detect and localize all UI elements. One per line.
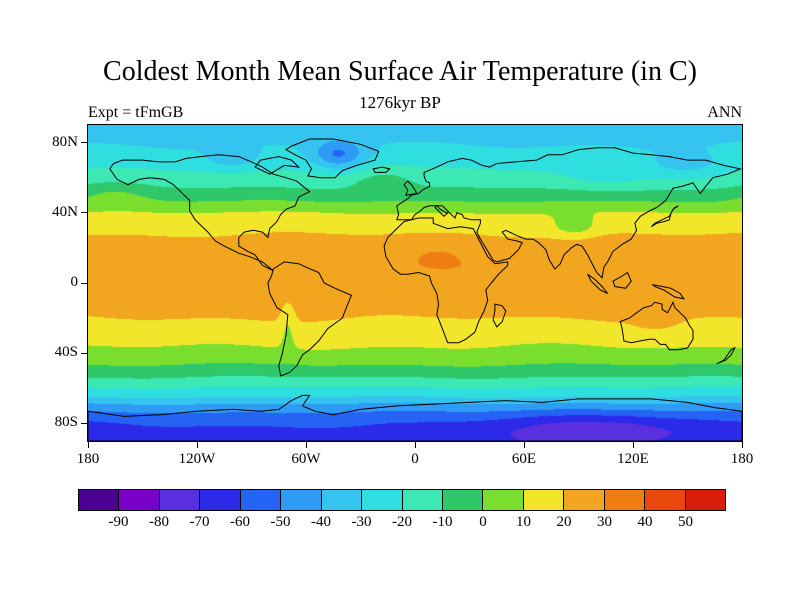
lat-tick-label: 0 (70, 274, 79, 290)
colorbar-segment (401, 489, 443, 511)
lat-tick-mark (81, 422, 87, 424)
colorbar-tick-label: -80 (149, 514, 169, 530)
colorbar-segment (482, 489, 524, 511)
lon-tick-mark (741, 442, 743, 448)
lat-tick-label: 80N (52, 133, 78, 150)
lon-tick-mark (632, 442, 634, 448)
lon-tick-mark (196, 442, 198, 448)
lon-tick-mark (414, 442, 416, 448)
colorbar-segment (199, 489, 241, 511)
colorbar-tick-label: 30 (597, 514, 612, 530)
lon-tick-label: 120E (617, 451, 649, 467)
lon-tick-mark (523, 442, 525, 448)
chart-title: Coldest Month Mean Surface Air Temperatu… (103, 56, 697, 87)
colorbar-tick-label: -90 (108, 514, 129, 530)
colorbar-segment (118, 489, 160, 511)
colorbar-segment (684, 489, 726, 511)
lat-tick-mark (81, 282, 87, 284)
lon-tick-mark (87, 442, 89, 448)
lon-tick-label: 60W (291, 451, 321, 467)
colorbar-tick-label: 10 (516, 514, 531, 530)
colorbar-segment (441, 489, 484, 511)
lat-tick-label: 80S (54, 414, 78, 431)
lon-tick-label: 0 (411, 451, 419, 467)
colorbar-tick-label: -10 (432, 514, 453, 530)
colorbar-tick-label: -50 (270, 514, 291, 530)
colorbar (78, 489, 726, 511)
colorbar-segment (78, 489, 120, 511)
lon-tick-label: 180 (76, 451, 100, 467)
colorbar-segment (522, 489, 565, 511)
colorbar-tick-label: -20 (392, 514, 412, 530)
chart-subtitle: 1276kyr BP (359, 93, 441, 112)
colorbar-segment (158, 489, 201, 511)
colorbar-tick-label: -60 (230, 514, 250, 530)
lon-tick-label: 180 (730, 451, 754, 467)
colorbar-tick-label: 40 (637, 514, 653, 530)
experiment-label: Expt = tFmGB (88, 104, 184, 121)
season-label: ANN (707, 104, 742, 121)
colorbar-tick-label: 0 (479, 514, 487, 530)
lat-tick-label: 40S (54, 344, 78, 361)
lon-tick-label: 120W (178, 451, 216, 467)
map-plot-area (87, 124, 743, 442)
lat-tick-mark (81, 352, 87, 354)
colorbar-segment (603, 489, 646, 511)
colorbar-tick-label: -40 (311, 514, 331, 530)
temperature-field-canvas (88, 125, 742, 441)
lat-tick-mark (81, 142, 87, 144)
coastlines-overlay (88, 138, 742, 441)
colorbar-tick-label: 20 (556, 514, 572, 530)
colorbar-segment (644, 489, 686, 511)
lon-tick-mark (305, 442, 307, 448)
colorbar-segment (239, 489, 282, 511)
colorbar-segment (280, 489, 322, 511)
lat-tick-label: 40N (52, 203, 78, 220)
colorbar-segment (563, 489, 605, 511)
lat-tick-mark (81, 212, 87, 214)
colorbar-segment (361, 489, 403, 511)
colorbar-segment (320, 489, 363, 511)
colorbar-tick-label: -70 (189, 514, 210, 530)
colorbar-tick-label: 50 (678, 514, 693, 530)
lon-tick-label: 60E (511, 451, 537, 467)
colorbar-tick-label: -30 (351, 514, 372, 530)
